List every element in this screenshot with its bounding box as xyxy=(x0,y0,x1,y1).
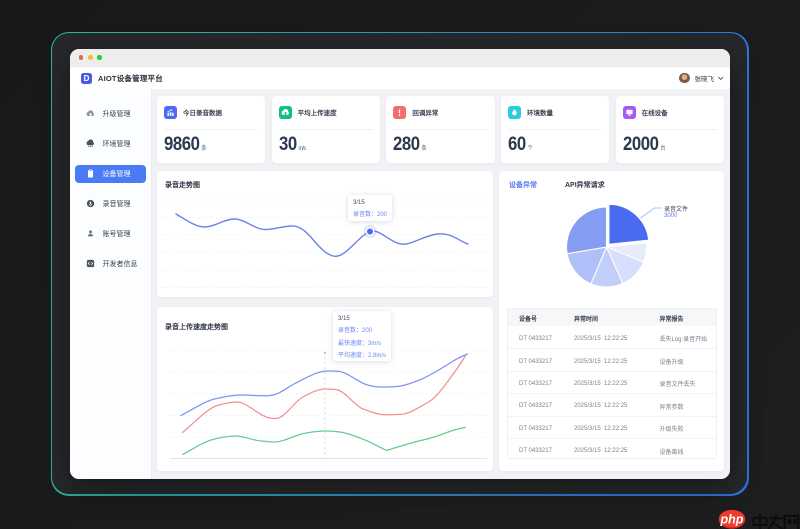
svg-text:php: php xyxy=(720,513,744,527)
